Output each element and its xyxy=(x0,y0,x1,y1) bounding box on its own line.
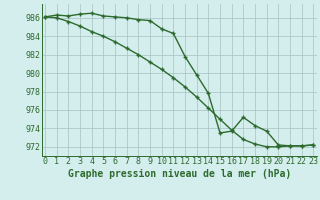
X-axis label: Graphe pression niveau de la mer (hPa): Graphe pression niveau de la mer (hPa) xyxy=(68,169,291,179)
